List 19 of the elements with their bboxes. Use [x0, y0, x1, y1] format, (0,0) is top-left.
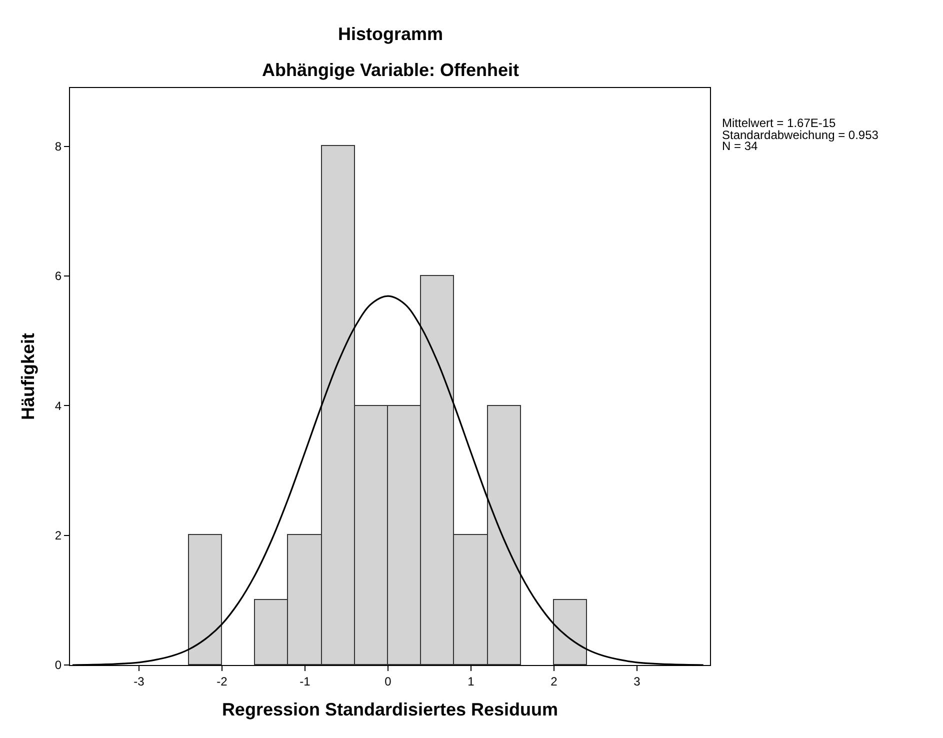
y-tick-label: 2	[54, 528, 62, 543]
y-axis-title: Häufigkeit	[18, 332, 38, 420]
x-tick-label: -2	[216, 674, 228, 688]
x-tick-label: 0	[384, 674, 392, 688]
text: Mittelwert = 1.67E-15	[722, 116, 836, 130]
y-tick-label: 0	[54, 658, 62, 672]
text: Standardabweichung = 0.953	[722, 128, 879, 142]
x-tick-label: 3	[634, 674, 641, 688]
chart-title: Histogramm	[338, 24, 444, 44]
y-tick-label: 4	[54, 398, 62, 413]
y-tick-label: 6	[54, 269, 62, 284]
y-tick-label: 8	[54, 140, 62, 154]
x-tick-label: -1	[300, 674, 311, 688]
x-tick-label: -3	[134, 674, 145, 688]
chart-subtitle: Abhängige Variable: Offenheit	[262, 60, 520, 80]
text: N = 34	[722, 139, 758, 153]
x-tick-label: 2	[550, 674, 558, 688]
x-axis-title: Regression Standardisiertes Residuum	[222, 700, 558, 720]
x-tick-label: 1	[468, 674, 475, 688]
